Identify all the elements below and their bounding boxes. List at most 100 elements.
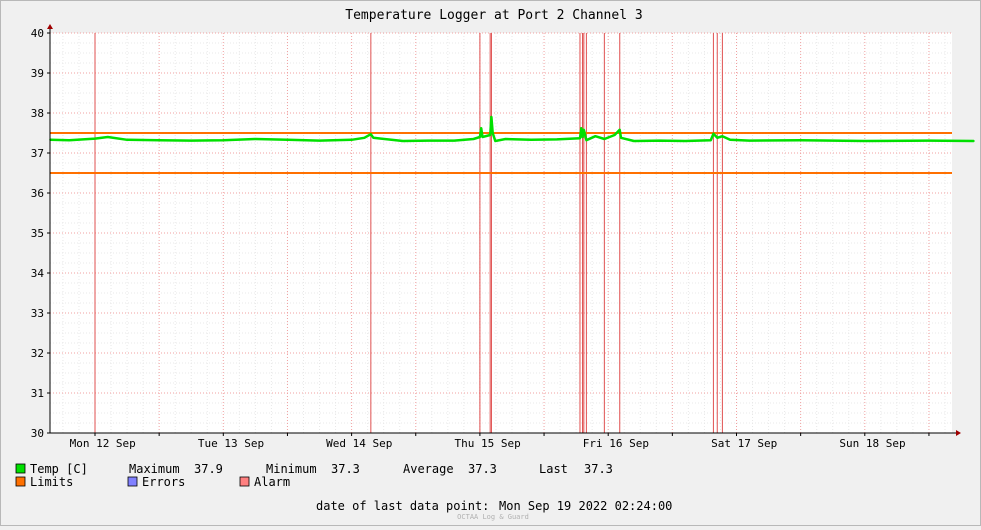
data-point	[603, 138, 606, 140]
x-axis-arrow	[956, 430, 961, 436]
y-tick-label: 39	[31, 67, 44, 80]
legend-label-alarm: Alarm	[254, 475, 290, 489]
data-point	[222, 139, 225, 142]
credit-watermark: OCTAA Log & Guard	[457, 513, 529, 521]
data-point	[504, 138, 507, 140]
data-point	[158, 139, 161, 142]
y-tick-label: 37	[31, 147, 44, 160]
major-grid	[50, 32, 952, 434]
stat-average-value: 37.3	[468, 462, 497, 476]
last-data-point-label: date of last data point:	[316, 499, 489, 513]
limit-lines	[50, 132, 952, 174]
data-point	[472, 138, 475, 140]
data-point	[580, 127, 583, 130]
data-point	[126, 138, 128, 141]
data-point	[254, 138, 257, 140]
legend-label-errors: Errors	[142, 475, 185, 489]
stat-maximum-value: 37.9	[194, 462, 223, 476]
stat-average-label: Average	[403, 462, 454, 476]
data-point	[106, 136, 109, 138]
data-point	[799, 139, 802, 142]
x-tick-label: Thu 15 Sep	[454, 437, 520, 450]
data-point	[530, 138, 533, 141]
y-tick-label: 31	[31, 387, 44, 400]
legend-label-temp: Temp [C]	[30, 462, 88, 476]
data-point	[721, 135, 724, 138]
data-point	[68, 139, 71, 142]
y-tick-label: 38	[31, 107, 44, 120]
data-point	[658, 139, 661, 142]
data-point	[684, 140, 687, 142]
data-point	[581, 136, 584, 138]
chart-title: Temperature Logger at Port 2 Channel 3	[345, 8, 642, 23]
data-point	[494, 140, 497, 142]
y-tick-label: 36	[31, 187, 44, 200]
data-point	[716, 136, 719, 139]
series-layer	[49, 115, 975, 143]
y-axis-arrow	[47, 24, 53, 29]
data-point	[633, 140, 635, 142]
x-tick-label: Mon 12 Sep	[70, 437, 136, 450]
data-point	[620, 136, 622, 139]
data-point	[594, 135, 597, 138]
data-point	[479, 136, 481, 138]
y-tick-label: 30	[31, 427, 44, 440]
data-point	[94, 137, 96, 140]
data-point	[490, 116, 493, 118]
data-point	[582, 128, 585, 131]
data-point	[491, 132, 494, 134]
data-point	[427, 139, 430, 142]
legend-label-limits: Limits	[30, 475, 73, 489]
x-tick-label: Sat 17 Sep	[711, 437, 777, 450]
legend-swatch-alarm	[239, 476, 250, 487]
y-tick-labels: 30 31 32 33 34 35 36 37 38 39 40	[31, 27, 45, 440]
stat-maximum-label: Maximum	[129, 462, 180, 476]
x-tick-labels: Mon 12 Sep Tue 13 Sep Wed 14 Sep Thu 15 Sep…	[70, 437, 906, 450]
data-point	[350, 138, 353, 141]
data-point	[453, 139, 456, 142]
series-line-temp	[50, 115, 974, 143]
legend-swatch-limits	[15, 476, 26, 487]
data-point	[190, 139, 193, 142]
data-point	[712, 132, 715, 135]
data-point	[928, 139, 930, 142]
data-point	[363, 136, 366, 139]
data-point	[618, 128, 621, 131]
data-point	[480, 127, 483, 130]
legend-swatch-errors	[127, 476, 138, 487]
y-tick-label: 32	[31, 347, 44, 360]
data-point	[286, 138, 289, 141]
x-tick-label: Fri 16 Sep	[583, 437, 649, 450]
stat-last-label: Last	[539, 462, 568, 476]
data-point	[489, 134, 492, 136]
axes	[47, 24, 961, 436]
data-point	[863, 140, 866, 142]
last-data-point-value: Mon Sep 19 2022 02:24:00	[499, 499, 672, 513]
data-point	[402, 140, 404, 142]
stat-minimum-value: 37.3	[331, 462, 360, 476]
x-tick-label: Sun 18 Sep	[839, 437, 905, 450]
y-tick-label: 40	[31, 27, 44, 40]
data-point	[481, 136, 484, 138]
y-tick-label: 35	[31, 227, 44, 240]
y-tick-label: 34	[31, 267, 45, 280]
data-point	[579, 137, 581, 140]
data-point	[613, 134, 616, 136]
data-point	[318, 139, 321, 142]
data-point	[748, 139, 751, 142]
data-point	[729, 138, 731, 141]
legend-swatch-temp	[15, 463, 26, 474]
stat-last-value: 37.3	[584, 462, 613, 476]
x-tick-label: Wed 14 Sep	[326, 437, 392, 450]
data-point	[585, 139, 588, 142]
data-point	[973, 140, 975, 142]
y-tick-label: 33	[31, 307, 44, 320]
x-tick-label: Tue 13 Sep	[198, 437, 264, 450]
data-point	[372, 136, 375, 139]
data-point	[369, 133, 372, 136]
alarm-lines	[94, 33, 723, 433]
data-point	[556, 138, 558, 141]
data-point	[709, 139, 712, 142]
